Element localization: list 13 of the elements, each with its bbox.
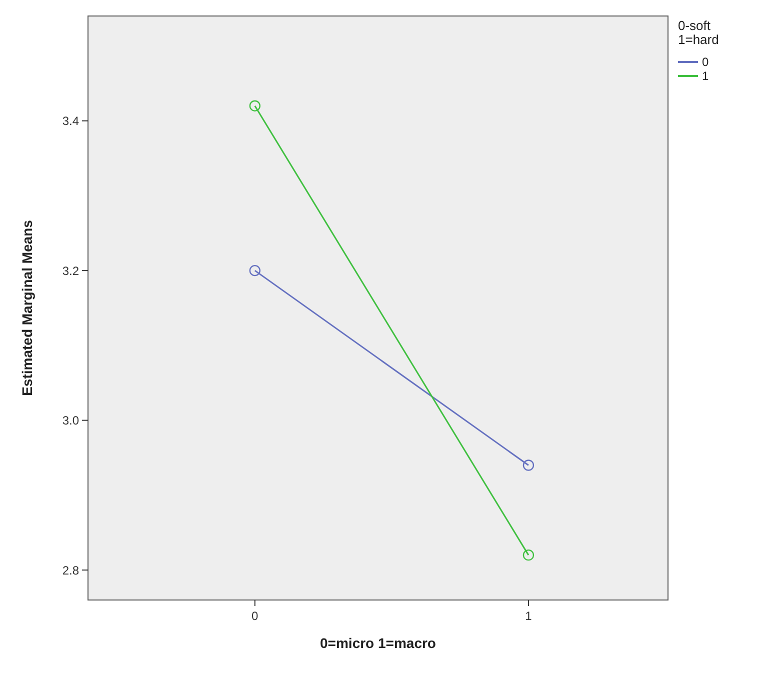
point [249,100,260,112]
point [522,460,534,471]
point [249,264,260,276]
y-tick-label: 2.8 [62,563,80,578]
point [522,549,534,561]
legend-title: 0-soft 1=hard [678,18,719,47]
y-tick-label: 3.4 [62,114,80,128]
x-axis-title: 0=micro 1=macro [320,635,436,651]
y-tick-label: 3.0 [62,414,80,428]
y-axis-title: Estimated Marginal Means [19,220,35,396]
legend-label: 1 [702,69,709,84]
legend-label: 0 [702,55,709,70]
y-tick-label: 3.2 [62,264,80,278]
